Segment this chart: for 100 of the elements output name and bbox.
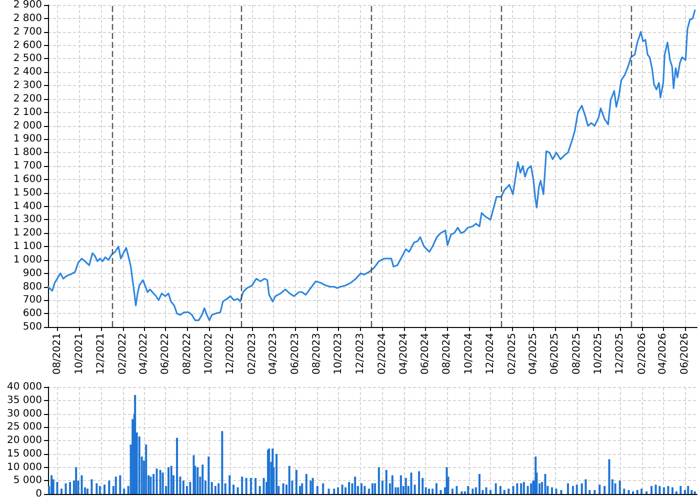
bar	[69, 482, 72, 494]
y-tick-label: 2 500	[13, 53, 42, 64]
x-tick-label: 10/2023	[333, 333, 344, 375]
bar	[580, 483, 583, 494]
y-tick-label: 0	[36, 488, 42, 500]
bar	[675, 491, 678, 494]
y-tick-label: 2 800	[13, 12, 42, 24]
bar	[150, 476, 152, 494]
bar	[64, 483, 67, 494]
bar	[490, 490, 492, 494]
bar	[250, 478, 252, 494]
x-tick-label: 06/2025	[550, 333, 561, 375]
bar	[159, 470, 162, 494]
bar	[162, 472, 164, 494]
bar	[687, 486, 690, 494]
bar	[228, 475, 231, 494]
bar	[328, 488, 330, 494]
bar	[544, 474, 546, 494]
y-tick-label: 800	[22, 281, 42, 292]
bar	[341, 484, 344, 494]
bar	[508, 488, 510, 494]
y-tick-label: 1 200	[13, 228, 42, 239]
bar	[134, 395, 136, 494]
bar	[604, 486, 606, 494]
y-tick-label: 700	[22, 294, 42, 306]
bar	[50, 475, 53, 494]
x-tick-label: 02/2022	[117, 333, 128, 375]
bar	[295, 470, 298, 494]
bar	[214, 486, 216, 494]
y-tick-label: 2 200	[13, 93, 42, 104]
bar	[364, 486, 366, 494]
bar	[372, 483, 374, 494]
y-tick-label: 2 700	[13, 26, 42, 38]
bar	[576, 484, 578, 494]
bar	[451, 488, 454, 494]
bar	[667, 486, 670, 494]
y-tick-label: 40 000	[7, 382, 42, 392]
bar	[202, 464, 204, 494]
x-tick-label: 04/2024	[398, 333, 410, 375]
bar	[614, 483, 616, 494]
bar	[385, 470, 388, 494]
bar	[348, 482, 350, 494]
x-tick-label: 12/2025	[614, 333, 626, 375]
bar	[618, 480, 621, 494]
bar	[305, 474, 308, 494]
bar	[694, 491, 696, 494]
bar	[254, 478, 257, 494]
bar	[333, 488, 336, 494]
bar	[208, 456, 210, 494]
bar	[440, 490, 442, 494]
bar	[310, 480, 312, 494]
bar	[176, 438, 178, 494]
bar	[52, 479, 54, 494]
bar	[418, 471, 420, 494]
y-tick-label: 600	[22, 308, 42, 320]
x-tick-label: 06/2023	[290, 333, 301, 375]
bar	[684, 490, 686, 494]
x-tick-label: 06/2022	[160, 333, 172, 375]
x-tick-label: 10/2025	[593, 333, 604, 375]
bar	[516, 483, 518, 494]
bar	[196, 467, 199, 494]
bar	[337, 487, 340, 494]
y-tick-label: 1 000	[13, 254, 42, 266]
bar	[60, 488, 63, 494]
bar	[608, 459, 610, 494]
y-tick-label: 1 100	[13, 241, 42, 252]
y-tick-label: 1 800	[13, 147, 42, 158]
bar	[119, 475, 122, 494]
bar	[680, 486, 682, 494]
bar	[374, 483, 376, 494]
x-tick-label: 08/2021	[52, 333, 64, 375]
bar	[245, 478, 248, 494]
x-tick-label: 10/2021	[74, 333, 85, 375]
bar	[520, 483, 522, 494]
y-tick-label: 2 900	[13, 0, 42, 10]
bar	[104, 484, 106, 494]
bar	[301, 483, 304, 494]
y-tick-label: 900	[22, 268, 42, 279]
x-tick-label: 08/2024	[442, 333, 453, 375]
x-tick-label: 06/2026	[679, 333, 690, 375]
y-tick-label: 2 300	[13, 80, 42, 91]
bar	[671, 487, 674, 494]
bar	[512, 486, 514, 494]
bar	[598, 484, 601, 494]
bar	[503, 490, 506, 494]
x-tick-label: 06/2024	[420, 333, 431, 375]
bar	[241, 476, 244, 494]
bar	[584, 479, 587, 494]
bar	[236, 487, 239, 494]
bar	[435, 483, 438, 494]
y-tick-label: 2 400	[13, 66, 42, 78]
bar	[312, 478, 314, 494]
y-tick-label: 5 000	[13, 475, 42, 486]
bar	[526, 486, 529, 494]
bar	[90, 479, 93, 494]
bar	[472, 488, 474, 494]
bar	[555, 488, 558, 494]
bar	[654, 484, 657, 494]
bar	[167, 467, 170, 494]
bar	[138, 436, 140, 494]
